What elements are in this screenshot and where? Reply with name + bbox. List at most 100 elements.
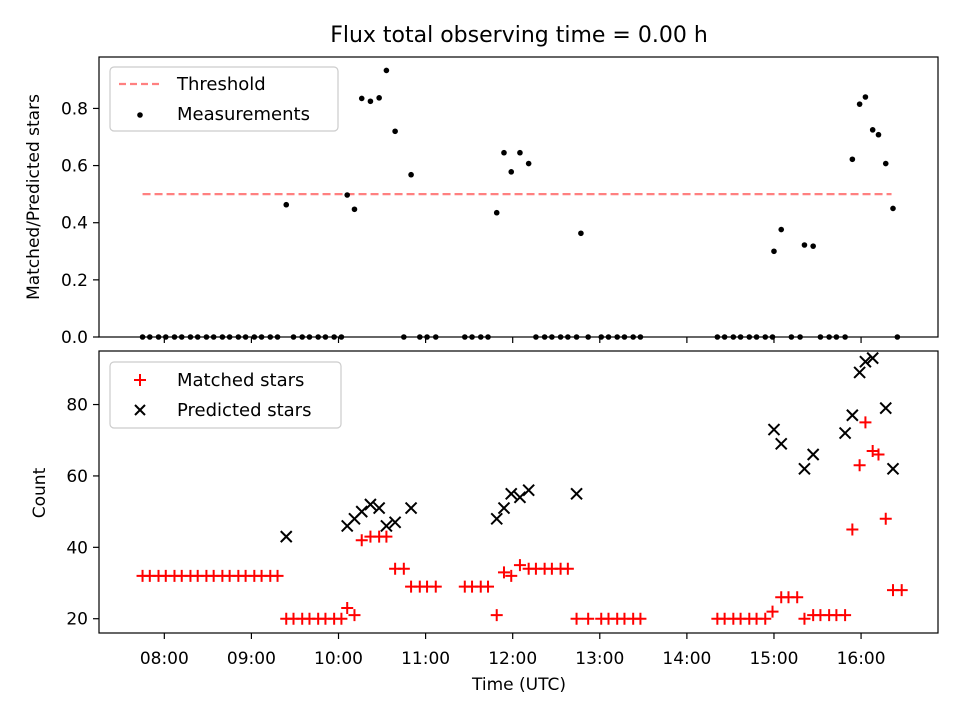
- x-tick-label: 15:00: [749, 649, 798, 669]
- matched-star-marker: [482, 580, 495, 593]
- ratio-axes-frame: [98, 56, 939, 338]
- measurement-point: [226, 334, 233, 340]
- matched-star-marker: [429, 580, 442, 593]
- matched-star-marker: [271, 569, 284, 582]
- measurement-point: [485, 334, 491, 340]
- ratio-y-axis-label: Matched/Predicted stars: [24, 94, 44, 300]
- predicted-star-marker: [798, 462, 811, 476]
- measurement-point: [771, 248, 777, 255]
- measurement-point: [573, 334, 580, 340]
- measurement-point: [267, 334, 274, 340]
- ratio-legend-box: [109, 66, 339, 132]
- measurement-point: [849, 156, 856, 163]
- matched-star-marker: [355, 534, 368, 547]
- measurement-point: [392, 128, 398, 135]
- predicted-star-marker: [806, 448, 820, 461]
- matched-star-marker: [513, 559, 526, 572]
- measurement-point: [788, 334, 795, 340]
- measurement-point: [630, 334, 636, 340]
- measurement-points: [139, 67, 901, 340]
- measurement-point: [801, 242, 808, 248]
- predicted-star-marker: [570, 487, 583, 500]
- predicted-star-marker: [513, 491, 527, 504]
- chart-title: Flux total observing time = 0.00 h: [330, 23, 708, 48]
- measurement-point: [817, 334, 824, 340]
- matched-star-marker: [766, 605, 779, 618]
- measurement-point: [810, 243, 816, 249]
- ratio-y-ticks: 0.0 0.2 0.4 0.6 0.8: [61, 99, 99, 348]
- measurement-point: [358, 95, 365, 102]
- measurement-point: [721, 334, 728, 340]
- measurement-point: [614, 334, 621, 340]
- predicted-star-marker: [388, 516, 402, 529]
- measurement-point: [331, 334, 337, 340]
- count-y-tick-label: 60: [66, 467, 88, 487]
- predicted-star-marker: [380, 519, 393, 533]
- ratio-y-tick-label: 0.2: [61, 271, 88, 291]
- matched-stars-points: [136, 416, 908, 625]
- count-axes: 20 40 60 80 08:00 09:00 10:00 11:00 12:00 13:00 1…: [30, 350, 939, 695]
- measurement-point: [637, 334, 644, 340]
- matched-star-marker: [839, 609, 852, 622]
- measurement-point: [477, 334, 484, 340]
- measurement-point: [737, 334, 744, 340]
- matched-star-marker: [853, 459, 866, 472]
- measurement-point: [424, 334, 430, 340]
- measurement-point: [525, 160, 532, 167]
- measurement-point: [894, 334, 901, 340]
- legend-predicted-swatch: [134, 404, 146, 416]
- measurement-point: [862, 94, 869, 100]
- measurement-point: [585, 334, 591, 340]
- predicted-star-marker: [497, 501, 511, 515]
- matched-star-marker: [582, 612, 595, 625]
- measurement-point: [875, 131, 882, 138]
- measurement-point: [621, 334, 628, 340]
- matched-star-marker: [759, 612, 772, 625]
- measurement-point: [242, 334, 249, 340]
- legend-threshold-label: Threshold: [176, 74, 266, 95]
- predicted-star-marker: [879, 401, 892, 415]
- matched-star-marker: [341, 602, 354, 615]
- measurement-point: [367, 98, 374, 105]
- measurement-point: [306, 334, 313, 340]
- measurement-point: [376, 95, 382, 101]
- matched-star-marker: [335, 612, 348, 625]
- measurement-point: [432, 334, 439, 340]
- measurement-point: [493, 209, 500, 216]
- predicted-star-marker: [767, 423, 781, 436]
- measurement-point: [351, 206, 358, 213]
- ratio-y-tick-label: 0.6: [61, 157, 88, 177]
- matched-star-marker: [895, 584, 908, 597]
- measurement-point: [746, 334, 753, 340]
- count-y-tick-label: 40: [66, 538, 88, 558]
- measurement-point: [299, 334, 306, 340]
- predicted-star-marker: [838, 426, 852, 440]
- measurement-point: [882, 160, 889, 167]
- count-y-tick-label: 20: [66, 610, 88, 630]
- ratio-axes: 0.00.20.40.60.8 Matched/Predicted stars …: [24, 56, 939, 348]
- x-axis-label: Time (UTC): [471, 675, 566, 695]
- measurement-point: [416, 334, 423, 340]
- x-tick-label: 16:00: [837, 649, 886, 669]
- matched-star-marker: [791, 591, 804, 604]
- predicted-star-marker: [404, 501, 418, 515]
- x-tick-label: 12:00: [488, 649, 537, 669]
- x-tick-label: 13:00: [575, 649, 624, 669]
- measurement-point: [753, 334, 760, 340]
- predicted-star-marker: [505, 487, 518, 500]
- predicted-star-marker: [775, 437, 788, 451]
- measurement-point: [833, 334, 840, 340]
- measurement-point: [797, 334, 803, 340]
- matched-star-marker: [380, 530, 393, 543]
- count-y-axis-label: Count: [30, 467, 50, 518]
- measurement-point: [469, 334, 475, 340]
- predicted-star-marker: [355, 505, 368, 518]
- legend-matched-swatch: [134, 374, 146, 386]
- measurement-point: [605, 334, 612, 340]
- measurement-point: [730, 334, 737, 340]
- legend-matched-label: Matched stars: [177, 370, 304, 391]
- x-tick-label: 11:00: [401, 649, 450, 669]
- matched-star-marker: [497, 566, 510, 579]
- measurement-point: [283, 201, 290, 208]
- measurement-point: [869, 127, 876, 133]
